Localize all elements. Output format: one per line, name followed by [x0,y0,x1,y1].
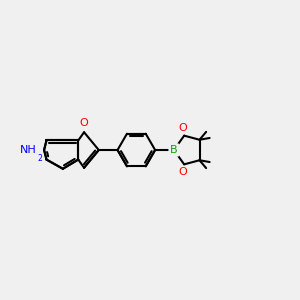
Text: B: B [170,145,178,155]
Text: O: O [79,118,88,128]
Text: NH: NH [20,145,37,155]
Text: O: O [178,167,187,177]
Text: O: O [178,123,187,133]
Text: 2: 2 [38,154,43,163]
